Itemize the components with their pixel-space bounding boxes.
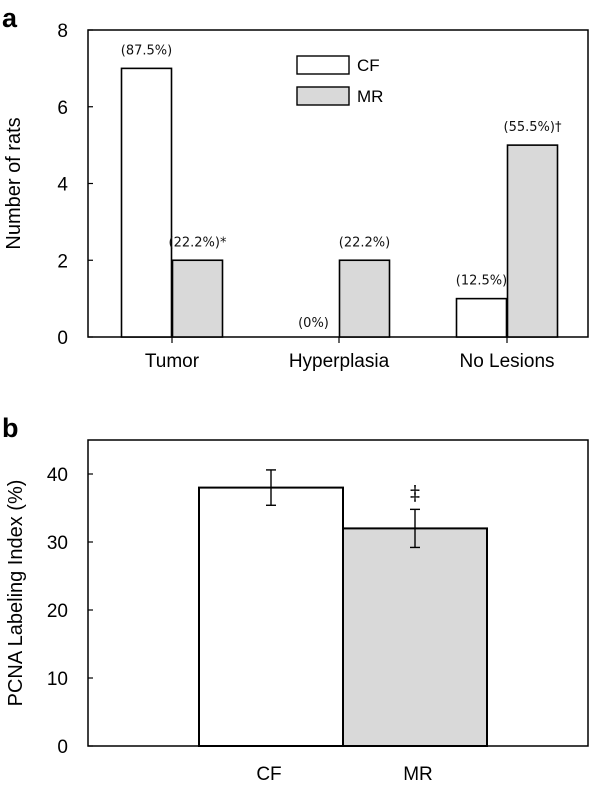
panel-a-data-label: (0%) — [298, 316, 329, 331]
panel-b-bar-cf — [198, 486, 344, 747]
panel-a-data-label: (87.5%) — [121, 43, 172, 58]
panel-a-xtick-label: Hyperplasia — [289, 351, 390, 372]
panel-a-bar-cf — [120, 67, 173, 338]
panel-a-data-label: (22.2%) — [339, 235, 390, 250]
panel-a-bar-cf — [455, 297, 508, 338]
panel-b-ytick-label: 20 — [47, 601, 68, 622]
panel-b-significance-mark: ‡ — [410, 480, 420, 504]
panel-a-data-label: (22.2%)* — [169, 235, 227, 250]
panel-b-bar-mr — [342, 527, 488, 748]
panel-a-ytick-label: 4 — [57, 175, 68, 196]
panel-a-ytick-label: 8 — [57, 21, 68, 42]
panel-a-xtick-label: No Lesions — [459, 351, 554, 372]
panel-b-ytick-label: 40 — [47, 465, 68, 486]
panel-a-ytick-label: 0 — [57, 328, 68, 349]
legend-swatch-cf — [296, 55, 350, 75]
panel-a-ytick-label: 2 — [57, 251, 68, 272]
panel-a-ytick-label: 6 — [57, 98, 68, 119]
panel-a-ylabel: Number of rats — [3, 117, 25, 249]
panel-b-ytick-label: 10 — [47, 669, 68, 690]
panel-a-letter: a — [2, 3, 18, 33]
panel-b-ylabel: PCNA Labeling Index (%) — [5, 480, 27, 707]
panel-a-bar-mr — [171, 259, 224, 338]
panel-a-bar-mr — [338, 259, 391, 338]
panel-b-ytick-label: 0 — [57, 737, 68, 758]
panel-b-xtick-label: MR — [403, 764, 433, 785]
legend-swatch-mr — [296, 86, 350, 106]
panel-a-xtick-label: Tumor — [145, 351, 200, 372]
legend-label-cf: CF — [357, 56, 380, 75]
panel-a-data-label: (55.5%)† — [504, 120, 562, 135]
panel-b-letter: b — [2, 413, 19, 443]
panel-b-xtick-label: CF — [256, 764, 281, 785]
legend-label-mr: MR — [357, 87, 383, 106]
panel-a-bar-mr — [506, 144, 559, 338]
panel-a-data-label: (12.5%) — [456, 274, 507, 289]
panel-b-ytick-label: 30 — [47, 533, 68, 554]
